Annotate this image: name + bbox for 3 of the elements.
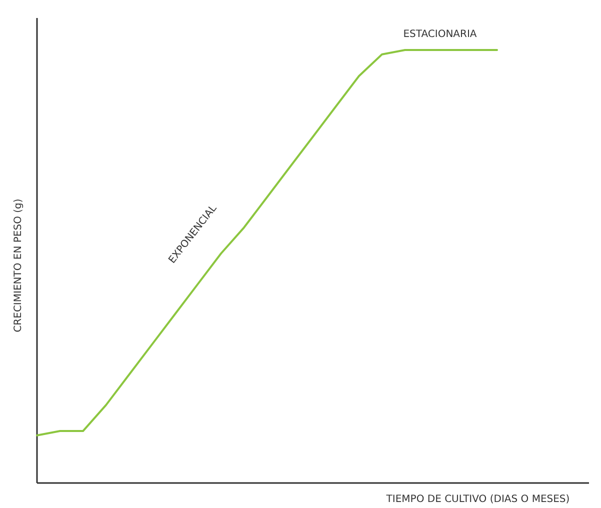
- text: ESTACIONARIA: [403, 29, 477, 40]
- x-axis-title: TIEMPO DE CULTIVO (DIAS O MESES): [385, 494, 570, 505]
- y-axis-title: CRECIMIENTO EN PESO (g): [13, 198, 24, 332]
